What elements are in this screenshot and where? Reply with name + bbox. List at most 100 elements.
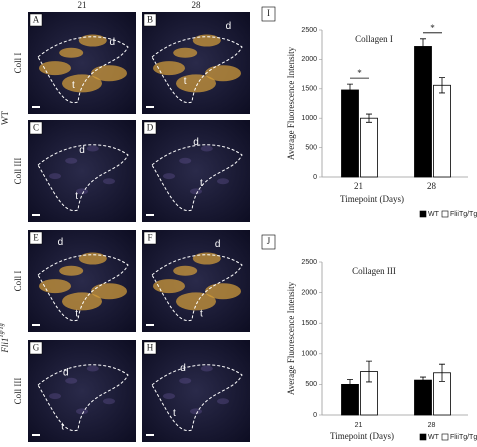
y-tick-label: 1500 bbox=[301, 86, 317, 93]
row-label: Coll I bbox=[13, 53, 23, 74]
row-label: Coll I bbox=[13, 271, 23, 292]
scale-bar bbox=[32, 214, 40, 216]
tissue-label: d bbox=[79, 145, 85, 156]
stain bbox=[190, 408, 202, 415]
outline bbox=[151, 254, 243, 322]
error-bar bbox=[366, 360, 372, 383]
row-label: Coll III bbox=[13, 378, 23, 405]
x-tick-label: 21 bbox=[354, 181, 363, 191]
x-tick-label: 21 bbox=[355, 422, 363, 429]
tissue-label: t bbox=[200, 178, 203, 189]
outline bbox=[151, 36, 243, 104]
outline bbox=[37, 254, 129, 322]
stain bbox=[173, 265, 198, 276]
stain bbox=[153, 61, 185, 76]
error-bar bbox=[420, 376, 426, 384]
stain bbox=[78, 34, 107, 47]
error-bar bbox=[366, 113, 372, 123]
y-axis-label: Average Fluorescence Intensity bbox=[286, 281, 296, 395]
x-tick-label: 28 bbox=[427, 181, 437, 191]
stain bbox=[91, 65, 127, 82]
stain bbox=[86, 365, 99, 372]
legend-label: WT bbox=[428, 434, 440, 441]
stain bbox=[103, 178, 115, 185]
panel-label: F bbox=[147, 233, 152, 243]
scale-bar bbox=[32, 324, 40, 326]
stain bbox=[192, 252, 221, 265]
outline bbox=[37, 36, 129, 104]
chart-title: Collagen I bbox=[355, 34, 393, 44]
stain bbox=[65, 157, 78, 164]
y-axis-label: Average Fluorescence Intensity bbox=[286, 46, 296, 160]
stain bbox=[103, 398, 115, 405]
legend-label: FliiTg/Tg bbox=[450, 434, 477, 441]
tissue-label: d bbox=[58, 237, 64, 248]
stain bbox=[217, 398, 229, 405]
tissue-label: t bbox=[75, 308, 78, 319]
stain bbox=[200, 145, 213, 152]
panel-label-box bbox=[261, 6, 276, 22]
panel-label-box bbox=[143, 121, 157, 135]
legend-swatch bbox=[419, 210, 427, 218]
group-label: Fli1Tg/Tg bbox=[0, 323, 10, 353]
stain bbox=[86, 145, 99, 152]
tissue-label: d bbox=[226, 21, 232, 32]
stain bbox=[91, 283, 127, 300]
panel-label: H bbox=[147, 343, 154, 353]
tissue-label: t bbox=[75, 191, 78, 202]
stain bbox=[59, 265, 84, 276]
outline bbox=[37, 144, 129, 212]
y-tick-label: 1000 bbox=[301, 115, 317, 122]
tissue-label: d bbox=[180, 363, 186, 374]
column-header: 21 bbox=[78, 0, 87, 10]
chart-title: Collagen III bbox=[352, 266, 396, 276]
bar bbox=[414, 379, 432, 416]
stain bbox=[192, 34, 221, 47]
outline bbox=[37, 364, 129, 432]
tissue-label: t bbox=[72, 80, 75, 91]
bar bbox=[360, 117, 378, 178]
stain bbox=[49, 173, 61, 180]
stain bbox=[62, 74, 102, 93]
panel-label-box bbox=[143, 231, 157, 245]
stain bbox=[176, 74, 216, 93]
error-bar bbox=[439, 77, 445, 94]
error-bar bbox=[347, 379, 353, 390]
stain bbox=[217, 178, 229, 185]
panel-label-box bbox=[143, 341, 157, 355]
scale-bar bbox=[146, 106, 154, 108]
panel-label: B bbox=[147, 15, 153, 25]
stain bbox=[173, 47, 198, 58]
significance-mark: * bbox=[357, 68, 362, 78]
scale-bar bbox=[146, 324, 154, 326]
row-label: Coll III bbox=[13, 158, 23, 185]
y-tick-label: 1500 bbox=[301, 320, 317, 327]
stain bbox=[49, 393, 61, 400]
outline bbox=[151, 364, 243, 432]
y-tick-label: 2000 bbox=[301, 289, 317, 296]
stain bbox=[176, 292, 216, 311]
error-bar bbox=[420, 38, 426, 55]
panel-label-box bbox=[143, 13, 157, 27]
micrograph bbox=[142, 340, 250, 442]
stain bbox=[59, 47, 84, 58]
stain bbox=[163, 393, 175, 400]
panel-label: C bbox=[33, 123, 39, 133]
stain bbox=[65, 377, 78, 384]
micrograph bbox=[142, 120, 250, 222]
panel-label: A bbox=[33, 15, 40, 25]
panel-label-box bbox=[29, 13, 43, 27]
micrograph bbox=[28, 340, 136, 442]
stain bbox=[62, 292, 102, 311]
legend-swatch bbox=[419, 433, 427, 441]
stain bbox=[200, 365, 213, 372]
y-tick-label: 500 bbox=[305, 144, 317, 151]
legend-label: FliiTg/Tg bbox=[450, 211, 477, 218]
significance-mark: * bbox=[430, 23, 435, 33]
stain bbox=[163, 173, 175, 180]
scale-bar bbox=[32, 106, 40, 108]
stain bbox=[179, 377, 192, 384]
panel-label: J bbox=[267, 236, 271, 246]
y-tick-label: 0 bbox=[313, 412, 317, 419]
stain bbox=[205, 65, 241, 82]
